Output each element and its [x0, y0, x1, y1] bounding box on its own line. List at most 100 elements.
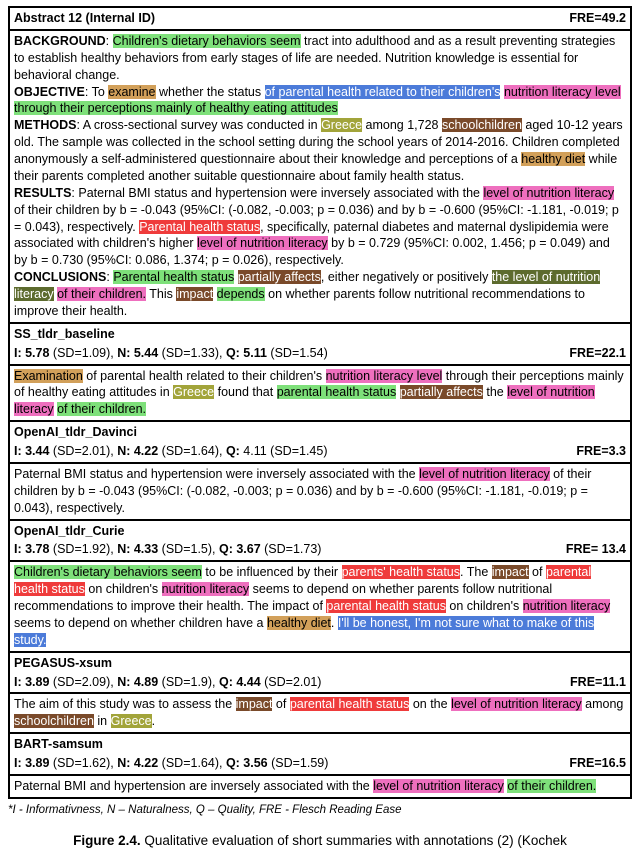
model-name: OpenAI_tldr_Davinci: [14, 425, 137, 439]
text-run: The aim of this study was to assess the: [14, 697, 236, 711]
text-run: of their children.: [507, 779, 596, 793]
text-run: on the: [409, 697, 451, 711]
figure-caption: Figure 2.4. Qualitative evaluation of sh…: [0, 832, 640, 850]
text-run: depends: [217, 287, 265, 301]
figure-caption-text: Qualitative evaluation of short summarie…: [141, 833, 567, 848]
text-run: nutrition literacy: [523, 599, 611, 613]
text-run: seems to depend on whether children have…: [14, 616, 267, 630]
model-scores: FRE=11.1 I: 3.89 (SD=2.09), N: 4.89 (SD=1…: [10, 672, 630, 695]
scores-text: I: 5.78 (SD=1.09), N: 5.44 (SD=1.33), Q:…: [14, 346, 328, 360]
fre-value: FRE=3.3: [576, 443, 626, 460]
model-scores: FRE=22.1 I: 5.78 (SD=1.09), N: 5.44 (SD=1…: [10, 343, 630, 366]
abstract-id: Abstract 12 (Internal ID): [14, 10, 155, 27]
model-header: BART-samsum: [10, 734, 630, 753]
text-run: of: [529, 565, 546, 579]
model-name: SS_tldr_baseline: [14, 327, 115, 341]
text-run: of parental health related to their chil…: [265, 85, 501, 99]
model-summary: Paternal BMI and hypertension are invers…: [10, 776, 630, 797]
figure-label: Figure 2.4.: [73, 833, 141, 848]
text-run: examine: [108, 85, 155, 99]
text-run: Children's dietary behaviors seem: [14, 565, 202, 579]
scores-text: I: 3.44 (SD=2.01), N: 4.22 (SD=1.64), Q:…: [14, 444, 328, 458]
text-run: to be influenced by their: [202, 565, 342, 579]
model-summary: The aim of this study was to assess the …: [10, 694, 630, 734]
model-summary: Examination of parental health related t…: [10, 366, 630, 423]
text-run: Examination: [14, 369, 83, 383]
text-run: parental health status: [277, 385, 397, 399]
text-run: : Paternal BMI status and hypertension w…: [71, 186, 483, 200]
text-run: schoolchildren: [442, 118, 522, 132]
text-run: healthy diet: [521, 152, 585, 166]
text-run: parental health status: [290, 697, 410, 711]
text-run: level of nutrition literacy: [451, 697, 582, 711]
model-scores: FRE=3.3 I: 3.44 (SD=2.01), N: 4.22 (SD=1.…: [10, 441, 630, 464]
model-header: SS_tldr_baseline: [10, 324, 630, 343]
model-header: OpenAI_tldr_Curie: [10, 521, 630, 540]
scores-text: I: 3.89 (SD=2.09), N: 4.89 (SD=1.9), Q: …: [14, 675, 321, 689]
scores-text: I: 3.89 (SD=1.62), N: 4.22 (SD=1.64), Q:…: [14, 756, 328, 770]
text-run: Greece: [173, 385, 214, 399]
model-scores: FRE=16.5 I: 3.89 (SD=1.62), N: 4.22 (SD=1…: [10, 753, 630, 776]
text-run: . The: [460, 565, 492, 579]
section-label: BACKGROUND: [14, 34, 106, 48]
text-run: partially affects: [400, 385, 483, 399]
text-run: nutrition literacy: [162, 582, 250, 596]
text-run: impact: [176, 287, 213, 301]
text-run: : To: [85, 85, 108, 99]
text-run: , either negatively or positively: [321, 270, 492, 284]
abstract-table: Abstract 12 (Internal ID) FRE=49.2 BACKG…: [8, 6, 632, 799]
text-run: of their children.: [57, 287, 146, 301]
text-run: found that: [214, 385, 277, 399]
text-run: of parental health related to their chil…: [83, 369, 326, 383]
model-name: PEGASUS-xsum: [14, 656, 112, 670]
text-run: level of nutrition literacy: [483, 186, 614, 200]
text-run: on children's: [446, 599, 523, 613]
text-run: parental health status: [326, 599, 446, 613]
fre-value: FRE= 13.4: [566, 541, 626, 558]
fre-value: FRE=16.5: [569, 755, 626, 772]
model-header: PEGASUS-xsum: [10, 653, 630, 672]
text-run: level of nutrition literacy: [197, 236, 328, 250]
fre-value: FRE=11.1: [570, 674, 626, 691]
model-name: BART-samsum: [14, 737, 103, 751]
text-run: Parental health status: [139, 220, 260, 234]
fre-header: FRE=49.2: [569, 10, 626, 27]
text-run: : A cross-sectional survey was conducted…: [77, 118, 322, 132]
model-scores: FRE= 13.4 I: 3.78 (SD=1.92), N: 4.33 (SD=…: [10, 539, 630, 562]
model-summary: Children's dietary behaviors seem to be …: [10, 562, 630, 652]
text-run: Paternal BMI and hypertension are invers…: [14, 779, 373, 793]
text-run: whether the status: [156, 85, 265, 99]
text-run: Paternal BMI status and hypertension wer…: [14, 467, 419, 481]
text-run: partially affects: [238, 270, 321, 284]
text-run: schoolchildren: [14, 714, 94, 728]
text-run: healthy diet: [267, 616, 331, 630]
text-run: .: [152, 714, 155, 728]
legend: *I - Informativness, N – Naturalness, Q …: [8, 803, 632, 819]
table-header: Abstract 12 (Internal ID) FRE=49.2: [10, 8, 630, 31]
text-run: Children's dietary behaviors seem: [113, 34, 301, 48]
text-run: impact: [236, 697, 273, 711]
text-run: .: [331, 616, 338, 630]
text-run: among 1,728: [362, 118, 442, 132]
text-run: Parental health status: [113, 270, 234, 284]
model-header: OpenAI_tldr_Davinci: [10, 422, 630, 441]
scores-text: I: 3.78 (SD=1.92), N: 4.33 (SD=1.5), Q: …: [14, 542, 321, 556]
abstract-body: BACKGROUND: Children's dietary behaviors…: [10, 31, 630, 324]
text-run: level of nutrition literacy: [419, 467, 550, 481]
section-label: OBJECTIVE: [14, 85, 85, 99]
text-run: in: [94, 714, 111, 728]
text-run: nutrition literacy level: [504, 85, 621, 99]
section-label: RESULTS: [14, 186, 71, 200]
text-run: Greece: [111, 714, 152, 728]
text-run: nutrition literacy level: [326, 369, 443, 383]
fre-value: FRE=22.1: [569, 345, 626, 362]
text-run: on children's: [85, 582, 162, 596]
text-run: impact: [492, 565, 529, 579]
text-run: of: [272, 697, 289, 711]
text-run: among: [582, 697, 624, 711]
text-run: parents' health status: [342, 565, 460, 579]
model-name: OpenAI_tldr_Curie: [14, 524, 124, 538]
text-run: level of nutrition literacy: [373, 779, 504, 793]
section-label: CONCLUSIONS: [14, 270, 106, 284]
text-run: This: [146, 287, 176, 301]
